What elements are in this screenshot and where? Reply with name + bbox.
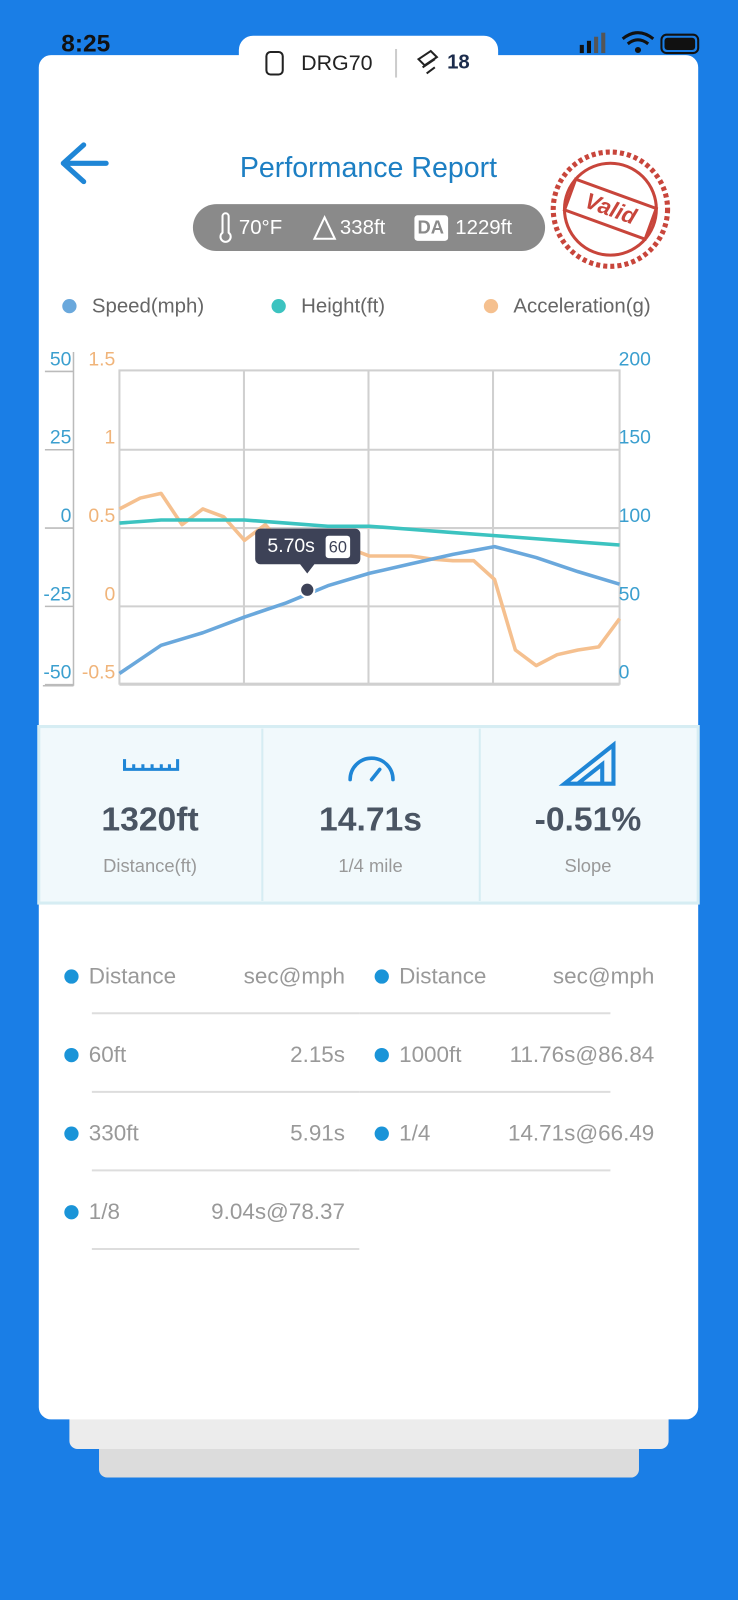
legend-marker [62,298,77,314]
y-tick-label: 0 [61,505,72,527]
stats-band [37,725,700,905]
device-icon [265,51,284,76]
split-value: 14.71s@66.49 [508,1121,654,1146]
bullet [374,1047,389,1063]
y3-tick-label: 0.5 [88,505,115,527]
tooltip-badge [325,535,351,559]
split-label: 330ft [89,1121,140,1146]
ruler-icon [122,759,180,771]
y2-tick-label: 200 [619,348,652,370]
stat-value: -0.51% [535,801,642,838]
stats: 1320ft Distance(ft) 14.71s 1/4 mile -0.51% Sl… [101,801,641,876]
series-line [119,518,620,547]
split-value: 2.15s [290,1042,345,1067]
splits-table: Distance sec@mph 60ft 2.15s 330ft 5.91s 1/8 9.0… [64,963,655,1250]
y-tick-label: -25 [43,583,71,605]
y-tick-label: 25 [50,427,72,449]
stat-value: 1320ft [101,801,198,838]
stat-value: 14.71s [319,801,422,838]
y2-tick-label: 100 [619,505,652,527]
series-line [118,544,621,675]
legend-label: Speed(mph) [92,296,204,318]
y3-tick-label: -0.5 [82,662,115,684]
satellite-icon [416,49,439,75]
stat-label: Slope [564,855,611,876]
da-badge [414,215,449,241]
conditions-pill [192,204,546,252]
status-icons [579,31,700,55]
legend-label: Height(ft) [301,296,385,318]
stat-label: Distance(ft) [103,855,197,876]
gauge-icon [348,756,395,782]
split-label: 1/8 [89,1199,120,1224]
y3-tick-label: 1 [105,427,116,449]
temperature: 70°F [239,217,282,239]
y-tick-label: 50 [50,348,72,370]
altitude: 338ft [340,217,386,239]
split-label: 1/4 [399,1121,430,1146]
thermometer-icon [219,212,232,243]
da-label: DA [417,216,444,237]
bullet [64,969,79,984]
y-tick-label: -50 [43,662,71,684]
y3-tick-label: 1.5 [88,348,115,370]
bullet [64,1205,79,1220]
legend-marker [271,298,286,314]
split-label: Distance [399,963,486,988]
tooltip-point [299,581,316,598]
bullet [64,1047,79,1063]
split-value: 11.76s@86.84 [510,1042,655,1067]
bullet [374,969,389,984]
density-altitude: 1229ft [455,217,512,239]
split-value: sec@mph [244,963,345,988]
y2-tick-label: 50 [619,583,641,605]
legend-label: Acceleration(g) [513,296,650,318]
page-title: Performance Report [240,152,497,184]
tooltip-speed: 60 [329,538,347,556]
split-label: Distance [89,963,176,988]
split-label: 1000ft [399,1042,462,1067]
back-button[interactable] [60,142,109,185]
y2-tick-label: 150 [619,427,652,449]
series-line [118,491,622,668]
slope-icon [558,740,616,786]
split-value: 9.04s@78.37 [211,1199,345,1224]
device-pill[interactable] [238,35,499,90]
tooltip-time: 5.70s [267,535,314,557]
altitude-icon [312,214,337,240]
stat-label: 1/4 mile [338,855,402,876]
bullet [374,1126,389,1141]
legend-marker [483,298,499,314]
time: 8:25 [61,30,110,57]
satellite-count: 18 [447,52,470,74]
bullet [64,1126,79,1141]
split-label: 60ft [89,1042,127,1067]
split-value: 5.91s [290,1121,345,1146]
device-name: DRG70 [301,51,373,75]
y3-tick-label: 0 [105,583,116,605]
chart: Speed(mph) Height(ft) Acceleration(g) -50 -2… [42,296,652,687]
split-value: sec@mph [553,963,654,988]
y2-tick-label: 0 [619,662,630,684]
